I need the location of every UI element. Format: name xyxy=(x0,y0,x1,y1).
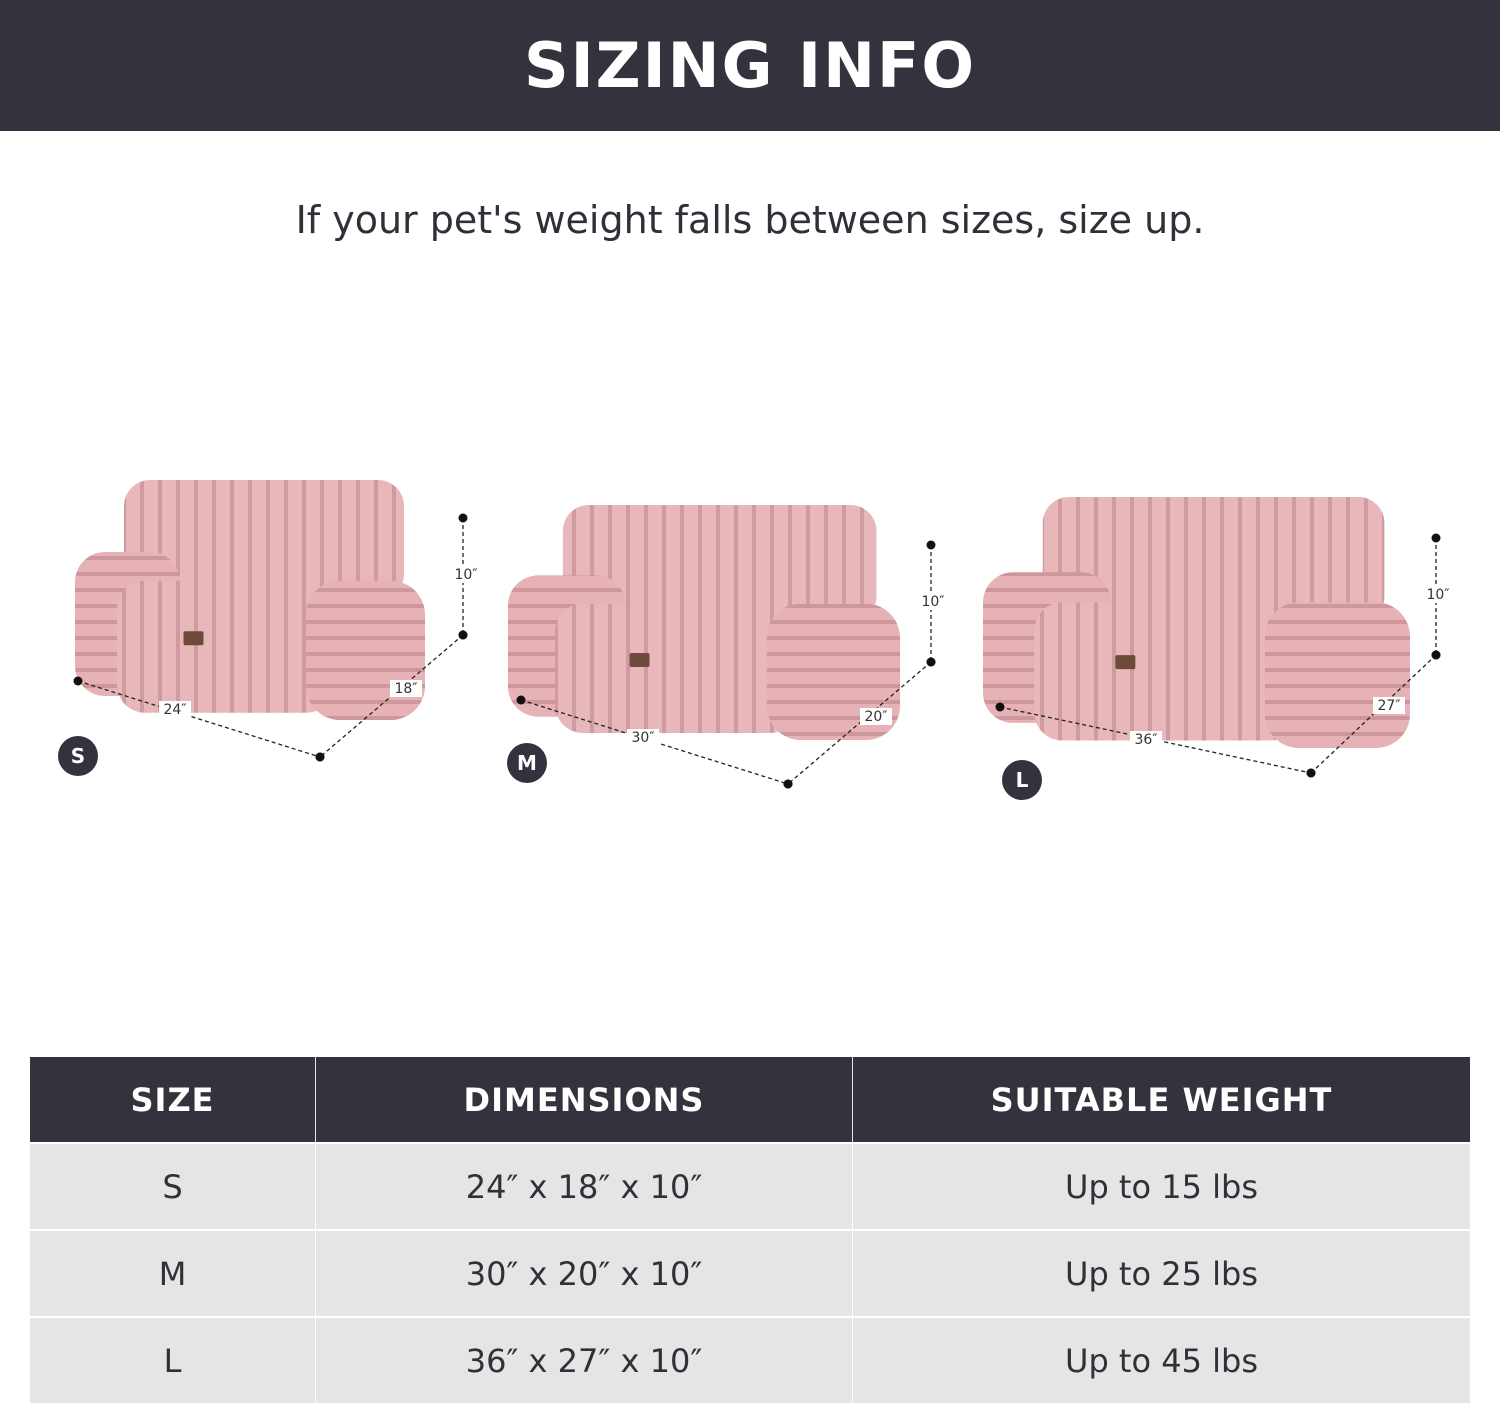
dimension-label-depth: 27″ xyxy=(1377,698,1400,714)
dimension-label-width: 36″ xyxy=(1134,732,1157,748)
size-badge xyxy=(58,736,98,776)
dimension-label-width: 24″ xyxy=(163,702,186,718)
bed-right-arm xyxy=(1264,602,1410,748)
label-backdrop xyxy=(159,701,191,718)
bed-backrest xyxy=(1042,497,1385,623)
dimension-label-depth: 20″ xyxy=(864,709,887,725)
dimension-endpoint xyxy=(1431,650,1441,660)
table-row: M 30″ x 20″ x 10″ Up to 25 lbs xyxy=(30,1229,1470,1317)
label-backdrop xyxy=(627,729,659,746)
table-row: L 36″ x 27″ x 10″ Up to 45 lbs xyxy=(30,1316,1470,1403)
dimension-line-width xyxy=(77,680,321,758)
size-badge xyxy=(507,743,547,783)
dimension-endpoint xyxy=(926,657,936,667)
dimension-label-height: 10″ xyxy=(454,567,477,583)
header-suitable-weight: SUITABLE WEIGHT xyxy=(852,1057,1470,1143)
dimension-label-width: 30″ xyxy=(631,730,654,746)
dimension-label-height: 10″ xyxy=(921,594,944,610)
dimension-label-depth: 18″ xyxy=(394,681,417,697)
cell-weight: Up to 25 lbs xyxy=(852,1229,1470,1317)
bed-backrest xyxy=(562,505,877,623)
cell-size: M xyxy=(30,1229,316,1317)
bed-l: 10″ 27″ 36″ L xyxy=(983,497,1454,800)
bed-illustrations: 10″ 18″ 24″ S 10″ 20″ 30″ M 10″ 27″ 36″ L xyxy=(58,480,1454,800)
sizing-tip: If your pet's weight falls between sizes… xyxy=(295,198,1205,242)
dimension-line-width xyxy=(520,699,789,785)
dimension-endpoint xyxy=(73,676,83,686)
bed-m: 10″ 20″ 30″ M xyxy=(507,505,949,789)
size-badge xyxy=(1002,760,1042,800)
dimension-label-height: 10″ xyxy=(1426,587,1449,603)
size-badge-label: L xyxy=(1016,768,1029,792)
label-backdrop xyxy=(450,566,482,583)
dimension-line-depth xyxy=(787,661,932,785)
cell-size: L xyxy=(30,1316,316,1403)
sizing-table: SIZE DIMENSIONS SUITABLE WEIGHT S 24″ x … xyxy=(30,1057,1470,1403)
cell-dimensions: 36″ x 27″ x 10″ xyxy=(315,1316,853,1403)
label-backdrop xyxy=(390,680,422,697)
dimension-endpoint xyxy=(315,752,325,762)
size-badge-label: M xyxy=(517,751,537,775)
label-backdrop xyxy=(1422,586,1454,603)
label-backdrop xyxy=(1130,731,1162,748)
bed-backrest xyxy=(124,480,404,600)
header-dimensions: DIMENSIONS xyxy=(315,1057,853,1143)
bed-s: 10″ 18″ 24″ S xyxy=(58,480,482,776)
size-badge-label: S xyxy=(71,744,85,768)
bed-cushion xyxy=(117,580,334,713)
dimension-endpoint xyxy=(458,630,468,640)
cell-size: S xyxy=(30,1142,316,1230)
cell-weight: Up to 15 lbs xyxy=(852,1142,1470,1230)
cell-weight: Up to 45 lbs xyxy=(852,1316,1470,1403)
brand-tag xyxy=(629,653,650,668)
label-backdrop xyxy=(917,593,949,610)
dimension-endpoint xyxy=(516,695,526,705)
dimension-endpoint xyxy=(458,513,468,523)
label-backdrop xyxy=(1373,697,1405,714)
table-row: S 24″ x 18″ x 10″ Up to 15 lbs xyxy=(30,1142,1470,1230)
page-title: SIZING INFO xyxy=(523,29,977,102)
title-banner: SIZING INFO xyxy=(0,0,1500,131)
bed-cushion xyxy=(555,603,799,733)
bed-right-arm xyxy=(306,580,425,720)
brand-tag xyxy=(183,631,204,646)
cell-dimensions: 30″ x 20″ x 10″ xyxy=(315,1229,853,1317)
dimension-endpoint xyxy=(926,540,936,550)
dimension-endpoint xyxy=(1306,768,1316,778)
dimension-endpoint xyxy=(1431,533,1441,543)
bed-cushion xyxy=(1034,602,1299,741)
dimension-endpoint xyxy=(995,702,1005,712)
header-size: SIZE xyxy=(30,1057,316,1143)
table-header-row: SIZE DIMENSIONS SUITABLE WEIGHT xyxy=(30,1057,1470,1143)
dimension-endpoint xyxy=(783,779,793,789)
cell-dimensions: 24″ x 18″ x 10″ xyxy=(315,1142,853,1230)
dimension-line-width xyxy=(999,706,1312,774)
brand-tag xyxy=(1115,655,1136,670)
label-backdrop xyxy=(860,708,892,725)
bed-right-arm xyxy=(766,603,900,740)
